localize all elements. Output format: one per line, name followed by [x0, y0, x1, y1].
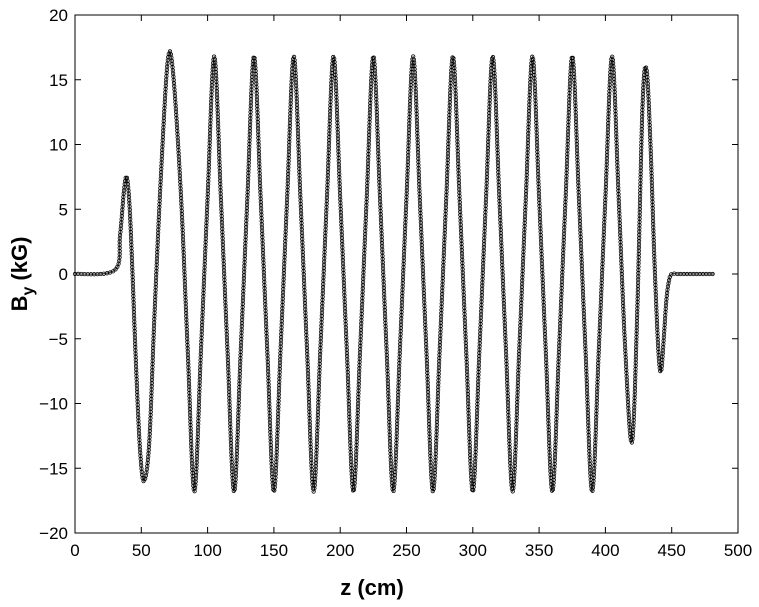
x-tick-label: 0: [70, 541, 79, 560]
x-tick-label: 350: [525, 541, 553, 560]
y-axis-label-unit: (kG): [7, 237, 32, 281]
y-axis-label-main: B: [7, 296, 32, 312]
y-tick-label: −5: [49, 330, 68, 349]
y-tick-label: 5: [59, 200, 68, 219]
x-tick-label: 500: [724, 541, 752, 560]
y-axis-label-sub: y: [20, 287, 37, 296]
y-tick-label: −15: [39, 459, 68, 478]
y-tick-label: −10: [39, 395, 68, 414]
data-point-marker: [710, 271, 715, 277]
x-tick-label: 200: [326, 541, 354, 560]
data-point-marker: [549, 488, 555, 493]
x-tick-label: 300: [459, 541, 487, 560]
y-tick-label: 15: [49, 71, 68, 90]
x-tick-label: 100: [193, 541, 221, 560]
x-tick-label: 400: [591, 541, 619, 560]
y-tick-label: 20: [49, 6, 68, 25]
y-tick-label: 10: [49, 136, 68, 155]
data-point-marker: [212, 54, 217, 59]
x-tick-label: 250: [392, 541, 420, 560]
y-tick-label: −20: [39, 524, 68, 543]
markers-group: [72, 49, 715, 494]
data-point-marker: [450, 55, 455, 60]
data-point-marker: [530, 54, 535, 59]
x-tick-label: 50: [132, 541, 151, 560]
data-point-marker: [430, 489, 435, 494]
x-tick-label: 150: [260, 541, 288, 560]
tick-labels-group: 0 50 100 150 200 250 300 350 400 450 500−20−15−10−…: [39, 6, 752, 560]
x-tick-label: 450: [658, 541, 686, 560]
data-point-marker: [123, 175, 128, 180]
series-line: [74, 50, 715, 493]
x-axis-label: z (cm): [340, 575, 404, 600]
ticks-group: [74, 14, 739, 534]
y-tick-label: 0: [59, 265, 68, 284]
y-axis-label: By (kG): [7, 237, 37, 312]
